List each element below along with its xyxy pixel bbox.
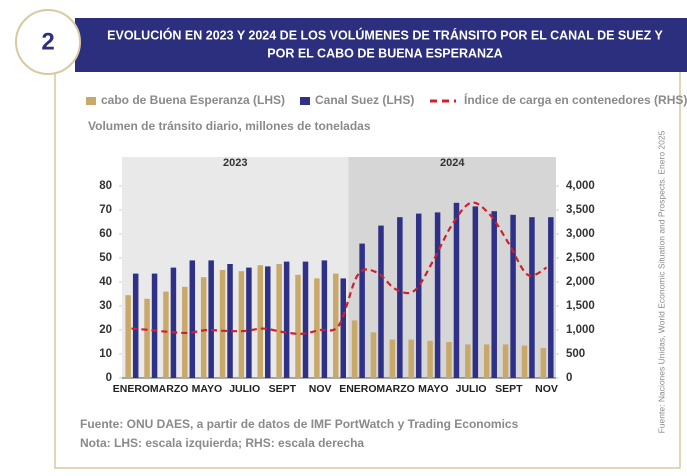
- y-tick-label: 20: [99, 324, 112, 336]
- x-tick-label: JULIO: [229, 383, 260, 395]
- bar: [125, 295, 131, 378]
- bar: [415, 213, 422, 378]
- bar: [389, 339, 396, 378]
- y2-tick-label: 1,000: [566, 324, 595, 336]
- bar: [302, 261, 309, 378]
- bar: [227, 264, 233, 378]
- x-tick-label: SEPT: [269, 383, 297, 395]
- y2-tick-label: 4,000: [566, 180, 595, 192]
- bar: [144, 298, 150, 378]
- x-tick-label: JULIO: [456, 383, 487, 395]
- x-tick-label: MARZO: [376, 383, 415, 395]
- bar: [465, 344, 471, 378]
- y-tick-label: 70: [99, 204, 112, 216]
- bar: [132, 273, 139, 378]
- x-tick-label: ENERO: [339, 383, 376, 395]
- bar: [521, 345, 528, 378]
- bar: [283, 261, 290, 378]
- bar: [295, 274, 301, 378]
- x-tick-label: NOV: [309, 383, 332, 395]
- y2-tick-label: 2,000: [566, 276, 595, 288]
- bar: [472, 206, 479, 378]
- line: [131, 201, 548, 335]
- bar: [502, 344, 509, 378]
- legend-label: Índice de carga en contenedores (RHS): [464, 92, 687, 107]
- bar: [340, 278, 346, 378]
- bar: [219, 270, 226, 378]
- bar: [408, 339, 414, 378]
- legend-label: Canal Suez (LHS): [315, 93, 414, 107]
- bar: [378, 225, 384, 378]
- bar: [540, 348, 547, 378]
- y-tick-label: 60: [99, 228, 112, 240]
- bar: [351, 320, 358, 378]
- bar: [170, 267, 177, 378]
- y-tick-label: 10: [99, 348, 112, 360]
- title: EVOLUCIÓN EN 2023 Y 2024 DE LOS VOLÚMENE…: [107, 27, 663, 42]
- x-tick-label: ENERO: [113, 383, 150, 395]
- subtitle: Volumen de tránsito diario, millones de …: [88, 119, 371, 133]
- legend-swatch: [300, 97, 310, 105]
- bar: [321, 260, 328, 378]
- bar: [483, 344, 490, 378]
- group-label: 2024: [440, 157, 465, 169]
- bar: [491, 211, 497, 378]
- bar: [200, 277, 207, 378]
- header-band: [75, 18, 687, 72]
- bar: [510, 214, 516, 378]
- y2-tick-label: 500: [566, 348, 585, 360]
- y-tick-label: 40: [99, 276, 112, 288]
- bar: [370, 332, 377, 378]
- group-background: [122, 157, 349, 378]
- bar: [265, 266, 271, 378]
- y2-tick-label: 2,500: [566, 252, 595, 264]
- note: Fuente: ONU DAES, a partir de datos de I…: [80, 417, 519, 431]
- x-tick-label: SEPT: [495, 383, 523, 395]
- bar: [151, 273, 158, 378]
- group-label: 2023: [223, 157, 247, 169]
- bar: [276, 264, 282, 378]
- title: POR EL CABO DE BUENA ESPERANZA: [267, 46, 502, 60]
- bar: [359, 243, 365, 378]
- bar: [397, 217, 403, 378]
- side-note: Fuente: Naciones Unidas, World Economic …: [656, 130, 666, 433]
- y2-tick-label: 3,500: [566, 204, 595, 216]
- x-tick-label: MARZO: [150, 383, 189, 395]
- y-tick-label: 30: [99, 300, 112, 312]
- bar: [427, 340, 433, 378]
- bar: [257, 265, 264, 378]
- bar: [446, 342, 452, 378]
- x-tick-label: MAYO: [418, 383, 449, 395]
- bar: [529, 217, 535, 378]
- bar: [333, 273, 339, 378]
- y2-tick-label: 0: [566, 372, 572, 384]
- y-tick-label: 0: [106, 372, 112, 384]
- note: Nota: LHS: escala izquierda; RHS: escala…: [80, 436, 364, 450]
- badge: 2: [41, 28, 54, 55]
- y-tick-label: 50: [99, 252, 112, 264]
- bar: [208, 260, 214, 378]
- bar: [189, 260, 196, 378]
- bar: [453, 202, 460, 378]
- bar: [314, 278, 320, 378]
- bar: [238, 271, 245, 378]
- y2-tick-label: 1,500: [566, 300, 595, 312]
- y-tick-label: 80: [99, 180, 112, 192]
- bar: [246, 267, 252, 378]
- legend-swatch: [86, 97, 96, 105]
- y2-tick-label: 3,000: [566, 228, 595, 240]
- bar: [163, 291, 169, 378]
- legend-label: cabo de Buena Esperanza (LHS): [101, 93, 285, 107]
- x-tick-label: NOV: [535, 383, 558, 395]
- badge-circle: [15, 9, 81, 75]
- x-tick-label: MAYO: [192, 383, 223, 395]
- bar: [548, 217, 554, 378]
- bar: [434, 212, 441, 378]
